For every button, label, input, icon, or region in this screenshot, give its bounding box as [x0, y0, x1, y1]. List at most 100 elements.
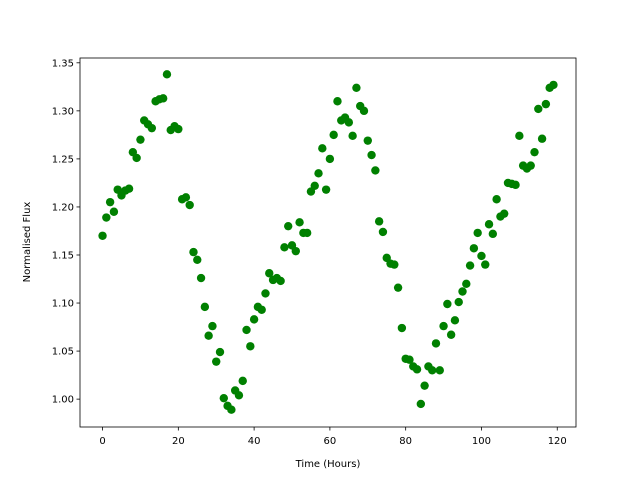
point [181, 193, 191, 202]
point [393, 283, 403, 292]
point [325, 154, 335, 164]
point [477, 251, 486, 261]
y-tick-label: 1.35 [52, 58, 74, 69]
point [374, 217, 384, 226]
y-tick-label: 1.05 [52, 347, 74, 358]
point [492, 195, 501, 204]
y-tick-label: 1.10 [52, 299, 74, 310]
point [219, 393, 228, 403]
point [314, 169, 323, 178]
point [344, 118, 354, 127]
point [450, 316, 460, 325]
point [511, 180, 520, 190]
point [549, 80, 558, 90]
point [352, 83, 361, 92]
point [526, 161, 535, 170]
y-tick-label: 1.30 [52, 106, 74, 117]
point [435, 366, 444, 375]
y-tick-label: 1.20 [52, 202, 74, 213]
point [238, 376, 247, 386]
point [208, 321, 217, 331]
x-tick-label: 100 [472, 436, 491, 447]
point [446, 330, 456, 339]
y-axis-label: Normalised Flux [22, 202, 33, 283]
point [242, 325, 251, 335]
point [189, 247, 198, 257]
point [515, 131, 524, 141]
point [158, 94, 168, 103]
y-tick-label: 1.15 [52, 250, 74, 261]
point [481, 260, 490, 269]
point [261, 289, 270, 298]
point [469, 244, 479, 253]
point [431, 339, 441, 348]
point [193, 255, 202, 264]
point [473, 228, 482, 238]
point [541, 99, 551, 109]
point [147, 123, 157, 133]
point [428, 366, 437, 375]
x-tick-label: 0 [99, 436, 105, 447]
point [234, 391, 244, 400]
point [499, 209, 509, 218]
point [329, 130, 338, 140]
x-axis-label: Time (Hours) [295, 459, 361, 470]
point [98, 231, 107, 240]
point [363, 136, 372, 145]
point [534, 104, 543, 114]
x-tick-label: 20 [172, 436, 185, 447]
point [439, 321, 448, 331]
point [412, 365, 422, 374]
point [405, 355, 414, 364]
plot-frame [79, 57, 577, 428]
point [215, 347, 225, 357]
point [276, 276, 285, 286]
point [295, 218, 304, 227]
point [420, 381, 429, 390]
point [257, 305, 266, 314]
point [378, 227, 388, 237]
point [109, 207, 119, 216]
point [390, 260, 399, 269]
point [174, 124, 183, 134]
point [284, 221, 293, 231]
point [371, 166, 380, 175]
point [246, 342, 255, 351]
x-tick-label: 60 [324, 436, 337, 447]
point [132, 153, 141, 163]
point [454, 297, 463, 307]
point [185, 200, 194, 210]
point [204, 331, 213, 340]
point [488, 229, 498, 239]
point [484, 220, 494, 229]
x-tick-label: 120 [548, 436, 567, 447]
point [462, 279, 471, 289]
x-tick-label: 40 [248, 436, 261, 447]
point [291, 246, 300, 256]
point [212, 357, 221, 366]
point [359, 106, 369, 116]
point [537, 134, 547, 143]
point [265, 269, 274, 278]
point [367, 150, 376, 160]
point [105, 197, 115, 207]
point [196, 273, 206, 283]
y-tick-label: 1.00 [52, 395, 74, 406]
point [302, 228, 312, 238]
point [333, 97, 342, 106]
point [530, 147, 539, 157]
point [249, 315, 259, 324]
point [416, 399, 426, 409]
point [458, 287, 467, 296]
point [397, 323, 407, 333]
x-tick-label: 80 [399, 436, 412, 447]
point [443, 299, 452, 309]
point [280, 243, 289, 252]
point [227, 405, 236, 414]
point [162, 70, 172, 79]
point [102, 213, 111, 222]
point [321, 185, 331, 194]
point [136, 135, 145, 144]
point [124, 184, 134, 193]
